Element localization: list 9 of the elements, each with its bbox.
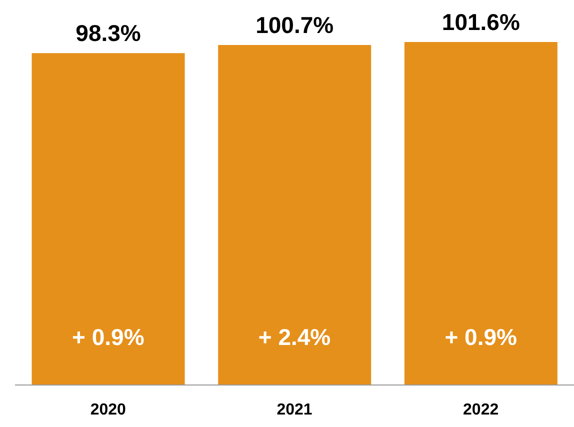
data-label: 100.7% bbox=[256, 12, 334, 38]
data-label: 98.3% bbox=[76, 20, 141, 46]
data-label: 101.6% bbox=[442, 9, 520, 35]
x-tick-label: 2020 bbox=[90, 401, 126, 418]
annotation: + 0.9% bbox=[444, 324, 517, 350]
x-tick-label: 2021 bbox=[276, 401, 312, 418]
annotation: + 0.9% bbox=[72, 324, 144, 350]
annotation: + 2.4% bbox=[258, 324, 331, 350]
x-tick-label: 2022 bbox=[463, 401, 499, 418]
